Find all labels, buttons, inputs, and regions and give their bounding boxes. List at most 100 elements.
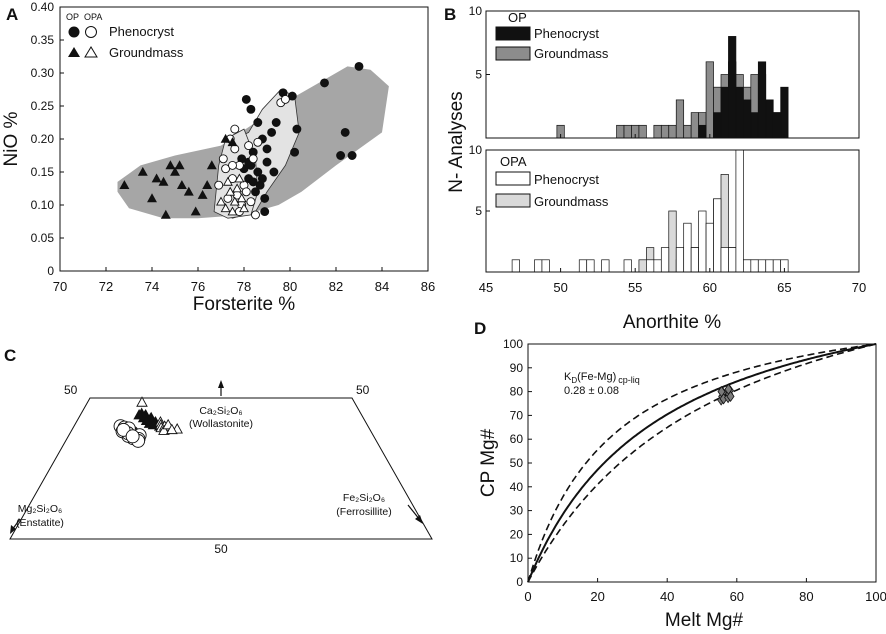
legend-b-opa-ground-swatch <box>495 193 531 208</box>
bar-white <box>578 259 588 273</box>
bar-gray <box>638 124 647 139</box>
legend-b-opa-pheno-swatch <box>495 171 531 186</box>
a-ytick-label: 0.20 <box>31 132 55 146</box>
a-ytick-label: 0.25 <box>31 99 55 113</box>
a-point-filled-triangle <box>227 137 238 147</box>
a-ytick-label: 0.05 <box>31 231 55 245</box>
arrow-enstatite-head-icon <box>10 525 16 534</box>
panel-b-bottom-legend: OPA Phenocryst Groundmass <box>495 154 609 209</box>
c-point-open-triangle <box>136 396 148 407</box>
panel-d-kd-value: 0.28 ± 0.08 <box>564 385 619 397</box>
a-point-open-circle <box>214 180 224 190</box>
d-xtick-label: 80 <box>799 589 813 604</box>
d-xtick-label: 40 <box>660 589 674 604</box>
bar-black <box>772 112 782 139</box>
a-point-filled-triangle <box>220 133 231 143</box>
b-ytick-label: 5 <box>475 68 482 82</box>
a-xtick-label: 76 <box>191 279 205 294</box>
panel-a-xlabel: Forsterite % <box>193 294 296 315</box>
bar-white <box>586 259 595 273</box>
a-xtick-label: 84 <box>375 279 389 294</box>
legend-a-op-ground-marker <box>68 47 80 57</box>
bar-white <box>713 198 722 273</box>
legend-a-phenocryst: Phenocryst <box>109 24 174 39</box>
bar-white <box>623 259 632 273</box>
d-point <box>717 385 726 398</box>
bar-black <box>713 112 722 139</box>
a-point-filled-circle <box>271 118 281 127</box>
bar-white <box>653 259 662 273</box>
a-point-filled-triangle <box>158 176 169 186</box>
bar-white <box>750 259 759 273</box>
d-xtick-label: 60 <box>730 589 744 604</box>
b-xtick-label: 65 <box>777 280 791 295</box>
panel-b-ticks: 45 50 55 60 65 70 5 10 5 10 <box>469 4 867 295</box>
bar-white <box>683 222 692 273</box>
d-ytick-label: 30 <box>510 504 524 518</box>
bar-gray <box>675 99 685 139</box>
panel-d-curves <box>527 343 877 583</box>
bar-black <box>765 99 774 139</box>
a-point-filled-triangle <box>160 209 171 219</box>
bar-gray <box>705 61 714 139</box>
b-xtick-label: 70 <box>852 280 866 295</box>
d-ytick-label: 40 <box>510 480 524 494</box>
bar-black <box>750 112 759 139</box>
curve-dashed <box>527 343 877 583</box>
a-point-filled-circle <box>269 167 279 177</box>
panel-a-ticks: 70 72 74 76 78 80 82 84 86 0 0.05 0.10 0.15 0.20 0.25 0… <box>31 0 436 294</box>
label-ferrosilite-formula: Fe₂Si₂O₆ <box>343 492 385 504</box>
bar-white <box>735 149 744 273</box>
legend-a-groundmass: Groundmass <box>109 45 184 60</box>
panel-d-xlabel: Melt Mg# <box>665 610 744 631</box>
a-point-filled-triangle <box>137 166 148 176</box>
bar-gray <box>668 124 677 139</box>
a-point-filled-circle <box>257 174 267 184</box>
a-xtick-label: 70 <box>53 279 67 294</box>
d-ytick-label: 90 <box>510 361 524 375</box>
b-xtick-label: 60 <box>703 280 717 295</box>
a-point-open-triangle <box>229 196 240 206</box>
kd-d: D <box>571 376 577 385</box>
bar-white <box>534 259 543 273</box>
bar-white <box>511 259 520 273</box>
d-xtick-label: 100 <box>865 589 886 604</box>
curve-solid <box>527 343 877 583</box>
a-point-open-circle <box>248 154 258 164</box>
a-point-open-circle <box>241 187 251 197</box>
panel-d-label: D <box>474 319 486 338</box>
bar-white <box>698 210 707 273</box>
a-point-filled-triangle <box>174 160 185 170</box>
a-point-filled-triangle <box>170 166 180 176</box>
panel-d-ylabel: CP Mg# <box>478 428 499 497</box>
panel-b-label: B <box>444 5 456 24</box>
a-point-open-triangle <box>222 176 233 186</box>
label-enstatite-name: (Enstatite) <box>16 517 64 529</box>
a-point-filled-triangle <box>151 173 162 183</box>
panel-c-corner-bottom: 50 <box>214 542 228 556</box>
legend-a-op-pheno-marker <box>68 26 80 38</box>
panel-a-label: A <box>6 5 18 24</box>
b-xtick-label: 55 <box>628 280 642 295</box>
d-xtick-label: 0 <box>524 589 531 604</box>
bar-white <box>720 247 729 273</box>
legend-b-op-title: OP <box>508 10 527 25</box>
bar-white <box>690 247 699 273</box>
bar-gray <box>623 124 632 139</box>
a-point-open-circle <box>253 137 263 147</box>
arrow-up-head-icon <box>218 380 224 388</box>
legend-b-opa-title: OPA <box>500 154 527 169</box>
bar-white <box>772 259 782 273</box>
a-point-filled-triangle <box>176 180 187 190</box>
a-point-open-triangle <box>220 203 231 213</box>
panel-a-points <box>119 61 364 220</box>
a-point-open-triangle <box>216 196 226 206</box>
d-ytick-label: 20 <box>510 527 524 541</box>
a-point-open-circle <box>230 124 240 134</box>
a-ytick-label: 0 <box>47 264 54 278</box>
c-point-open-circle <box>125 429 140 444</box>
bar-white <box>765 259 774 273</box>
legend-b-op-ground-label: Groundmass <box>534 46 609 61</box>
a-xtick-label: 74 <box>145 279 159 294</box>
